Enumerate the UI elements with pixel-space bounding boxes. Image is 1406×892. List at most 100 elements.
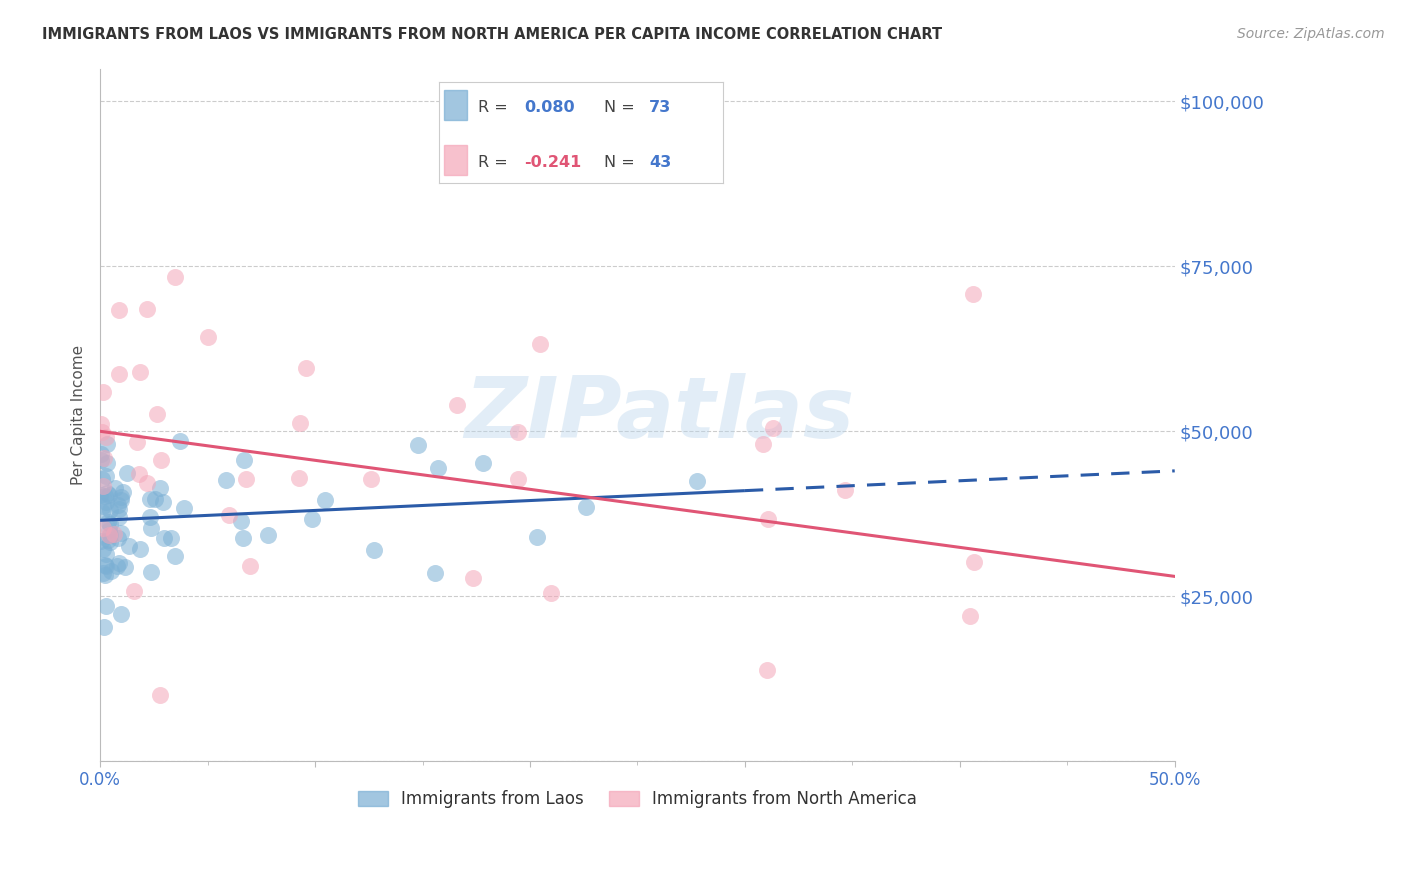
Point [139, 565, 162, 579]
Point [314, 493, 336, 508]
Point [526, 530, 548, 544]
Point [165, 270, 187, 285]
Point [406, 438, 429, 452]
Point [834, 483, 856, 498]
Point [110, 526, 132, 541]
Point [108, 302, 131, 317]
Point [112, 484, 135, 499]
Point [90, 452, 112, 467]
Point [114, 560, 136, 574]
Point [529, 337, 551, 351]
Point [107, 498, 129, 512]
Point [235, 472, 257, 486]
Point [139, 491, 162, 506]
Point [423, 566, 446, 581]
Point [94, 429, 117, 443]
Point [98, 527, 121, 541]
Point [288, 471, 311, 485]
Point [93, 479, 115, 493]
Point [94, 568, 117, 582]
Point [96, 486, 118, 500]
Point [139, 521, 162, 535]
Point [197, 329, 219, 343]
Point [90, 447, 112, 461]
Point [231, 514, 253, 528]
Point [152, 495, 174, 509]
Point [100, 564, 122, 578]
Point [96, 456, 118, 470]
Point [153, 532, 176, 546]
Point [94, 489, 117, 503]
Point [756, 663, 779, 677]
Point [139, 509, 162, 524]
Point [93, 521, 115, 535]
Point [962, 286, 984, 301]
Point [110, 490, 132, 504]
Point [108, 556, 131, 570]
Legend: Immigrants from Laos, Immigrants from North America: Immigrants from Laos, Immigrants from No… [352, 784, 924, 815]
Point [94, 469, 117, 483]
Point [117, 467, 139, 481]
Point [962, 555, 984, 569]
Point [301, 512, 323, 526]
Point [686, 474, 709, 488]
Point [94, 495, 117, 509]
Point [91, 472, 114, 486]
Point [135, 301, 157, 316]
Text: IMMIGRANTS FROM LAOS VS IMMIGRANTS FROM NORTH AMERICA PER CAPITA INCOME CORRELAT: IMMIGRANTS FROM LAOS VS IMMIGRANTS FROM … [42, 27, 942, 42]
Point [136, 475, 159, 490]
Point [143, 491, 166, 506]
Point [98, 528, 121, 542]
Point [91, 566, 114, 580]
Point [215, 473, 238, 487]
Point [97, 523, 120, 537]
Point [508, 425, 530, 439]
Point [540, 585, 562, 599]
Point [118, 539, 141, 553]
Point [128, 467, 150, 481]
Point [508, 472, 530, 486]
Point [360, 472, 382, 486]
Point [463, 571, 485, 585]
Point [122, 583, 145, 598]
Point [90, 533, 112, 548]
Point [110, 607, 132, 621]
Point [105, 559, 128, 574]
Point [218, 508, 240, 523]
Point [97, 515, 120, 529]
Point [160, 531, 183, 545]
Point [290, 417, 312, 431]
Point [94, 558, 117, 573]
Point [96, 437, 118, 451]
Point [98, 517, 121, 532]
Point [125, 434, 148, 449]
Point [294, 361, 316, 376]
Point [575, 500, 598, 515]
Point [108, 501, 131, 516]
Point [94, 558, 117, 572]
Point [239, 558, 262, 573]
Point [98, 534, 121, 549]
Point [97, 488, 120, 502]
Point [173, 500, 195, 515]
Point [93, 450, 115, 465]
Point [169, 434, 191, 449]
Point [94, 547, 117, 561]
Point [129, 542, 152, 557]
Point [427, 461, 450, 475]
Text: ZIPatlas: ZIPatlas [464, 373, 853, 457]
Point [108, 367, 131, 381]
Point [363, 542, 385, 557]
Point [150, 453, 173, 467]
Point [89, 488, 111, 502]
Point [94, 599, 117, 613]
Point [256, 528, 278, 542]
Point [233, 453, 256, 467]
Point [756, 511, 779, 525]
Point [90, 505, 112, 519]
Point [446, 398, 468, 412]
Point [959, 609, 981, 624]
Point [98, 503, 121, 517]
Point [232, 531, 254, 545]
Point [107, 510, 129, 524]
